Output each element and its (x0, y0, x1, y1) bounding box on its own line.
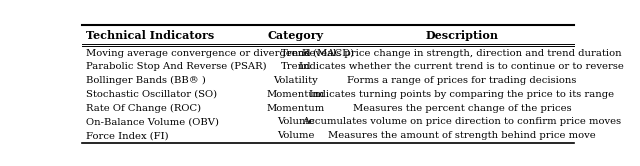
Text: Trend: Trend (280, 48, 311, 57)
Text: Volume: Volume (277, 118, 314, 126)
Text: Volatility: Volatility (273, 76, 318, 85)
Text: Momentum: Momentum (267, 90, 325, 99)
Text: Stochastic Oscillator (SO): Stochastic Oscillator (SO) (86, 90, 217, 99)
Text: Rate Of Change (ROC): Rate Of Change (ROC) (86, 104, 201, 113)
Text: Description: Description (426, 30, 499, 41)
Text: Trend: Trend (280, 62, 311, 71)
Text: Indicates turning points by comparing the price to its range: Indicates turning points by comparing th… (309, 90, 614, 99)
Text: Volume: Volume (277, 131, 314, 140)
Text: Momentum: Momentum (267, 104, 325, 113)
Text: Reveals price change in strength, direction and trend duration: Reveals price change in strength, direct… (302, 48, 621, 57)
Text: Category: Category (268, 30, 324, 41)
Text: Indicates whether the current trend is to continue or to reverse: Indicates whether the current trend is t… (300, 62, 625, 71)
Text: On-Balance Volume (OBV): On-Balance Volume (OBV) (86, 118, 219, 126)
Text: Parabolic Stop And Reverse (PSAR): Parabolic Stop And Reverse (PSAR) (86, 62, 267, 71)
Text: Bollinger Bands (BB® ): Bollinger Bands (BB® ) (86, 76, 206, 85)
Text: Forms a range of prices for trading decisions: Forms a range of prices for trading deci… (348, 76, 577, 85)
Text: Technical Indicators: Technical Indicators (86, 30, 214, 41)
Text: Moving average convergence or divergence (MACD): Moving average convergence or divergence… (86, 48, 354, 58)
Text: Force Index (FI): Force Index (FI) (86, 131, 168, 140)
Text: Measures the amount of strength behind price move: Measures the amount of strength behind p… (328, 131, 596, 140)
Text: Measures the percent change of the prices: Measures the percent change of the price… (353, 104, 572, 113)
Text: Accumulates volume on price direction to confirm price moves: Accumulates volume on price direction to… (302, 118, 621, 126)
